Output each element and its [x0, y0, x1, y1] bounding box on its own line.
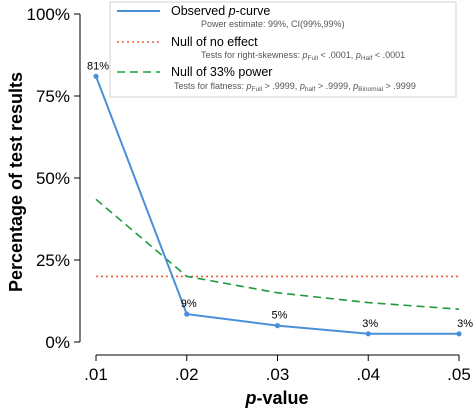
legend-box — [109, 1, 457, 98]
legend: Observed p-curve Power estimate: 99%, CI… — [109, 1, 457, 98]
x-axis-title-rest: -value — [256, 388, 308, 408]
y-tick-label: 100% — [27, 5, 70, 24]
x-tick-label: .02 — [175, 365, 199, 384]
x-axis-title: p-value — [244, 388, 308, 408]
data-point-observed — [456, 331, 462, 337]
x-tick-label: .05 — [447, 365, 471, 384]
y-tick-label: 25% — [36, 251, 70, 270]
data-point-observed — [365, 331, 371, 337]
legend-sub-no-effect: Tests for right-skewness: pFull < .0001,… — [201, 50, 405, 62]
y-tick-label: 0% — [45, 333, 70, 352]
y-tick-label: 50% — [36, 169, 70, 188]
x-axis-title-p: p — [244, 388, 256, 408]
data-label-observed: 5% — [272, 310, 288, 322]
legend-label-33-power: Null of 33% power — [171, 65, 272, 79]
data-label-observed: 9% — [181, 298, 197, 310]
series-line-null-33-power — [95, 198, 460, 310]
data-label-observed: 3% — [362, 318, 378, 330]
data-point-observed — [274, 323, 281, 329]
data-point-observed — [184, 311, 190, 317]
y-axis-ticks: 0% 25% 50% 75% 100% — [27, 5, 80, 352]
legend-sub-33-power: Tests for flatness: pFull > .9999, phalf… — [174, 81, 416, 93]
data-point-observed — [93, 73, 99, 79]
y-axis-title: Percentage of test results — [6, 72, 26, 292]
x-axis-ticks: .01 .02 .03 .04 .05 — [84, 355, 471, 384]
series-line-observed — [95, 75, 459, 335]
x-tick-label: .04 — [356, 365, 380, 384]
data-label-observed: 81% — [87, 60, 109, 72]
data-label-observed: 3% — [457, 318, 473, 330]
x-tick-label: .01 — [84, 365, 108, 384]
x-tick-label: .03 — [266, 365, 290, 384]
series-layer: 81% 9% 5% 3% 3% — [87, 60, 473, 337]
legend-sub-observed: Power estimate: 99%, CI(99%,99%) — [201, 19, 345, 29]
y-tick-label: 75% — [36, 87, 70, 106]
legend-label-no-effect: Null of no effect — [171, 35, 258, 49]
legend-label-observed: Observed p-curve — [171, 4, 270, 18]
